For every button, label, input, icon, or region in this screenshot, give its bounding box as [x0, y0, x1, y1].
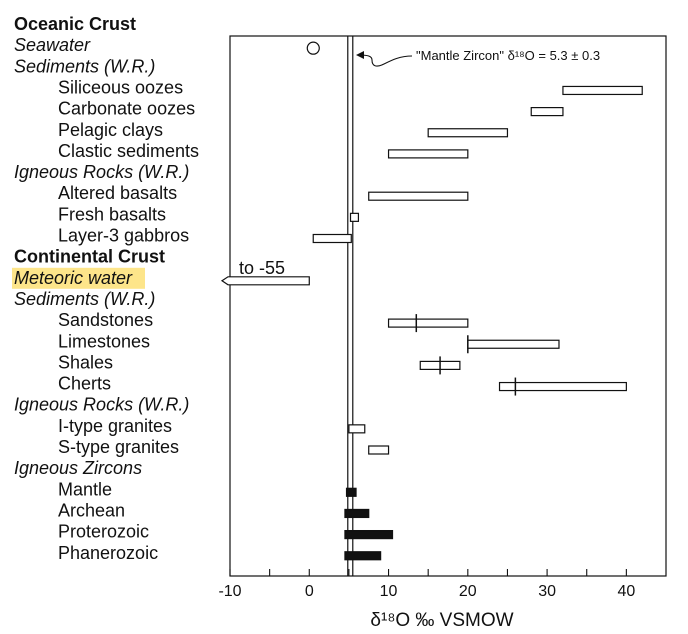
row-label-mantle: Mantle [58, 479, 112, 499]
range-bar-pelagic-clays [427, 128, 509, 138]
label-highlight [12, 267, 145, 289]
x-tick-label: 0 [305, 583, 314, 600]
range-bar-i-type-granites [348, 424, 366, 434]
x-tick-label: 40 [617, 583, 635, 600]
row-label-clastic-sediments: Clastic sediments [58, 141, 199, 161]
range-bar-layer-3-gabbros [312, 233, 352, 244]
x-tick-label: 20 [459, 583, 477, 600]
row-label-altered-basalts: Altered basalts [58, 183, 177, 203]
plot-frame [229, 35, 667, 577]
x-axis: -10 0 10 20 30 40 [218, 569, 635, 600]
x-tick-label: 30 [538, 583, 556, 600]
row-label-i-type-granites: I-type granites [58, 416, 172, 436]
annotation-leader-squiggle [357, 54, 413, 67]
range-bar-archean [344, 508, 370, 519]
row-label-phanerozoic: Phanerozoic [58, 543, 158, 563]
row-label-pelagic-clays: Pelagic clays [58, 120, 163, 140]
range-bar-sandstones [387, 318, 469, 328]
row-label-seawater: Seawater [14, 35, 91, 55]
range-bar-meteoric-water [220, 276, 310, 286]
row-label-siliceous-oozes: Siliceous oozes [58, 77, 183, 97]
range-bar-mantle [345, 487, 357, 497]
row-label-sandstones: Sandstones [58, 310, 153, 330]
row-label-igneous-rocks-w-r: Igneous Rocks (W.R.) [14, 162, 189, 182]
mantle-zircon-annotation: "Mantle Zircon" δ¹⁸O = 5.3 ± 0.3 [356, 48, 600, 67]
row-label-sediments-w-r: Sediments (W.R.) [14, 56, 155, 76]
row-label-meteoric-water: Meteoric water [14, 268, 133, 288]
row-label-carbonate-oozes: Carbonate oozes [58, 99, 195, 119]
row-label-shales: Shales [58, 352, 113, 372]
arrow-note-meteoric-water: to -55 [239, 258, 285, 278]
row-label-fresh-basalts: Fresh basalts [58, 204, 166, 224]
x-axis-label: δ¹⁸O ‰ VSMOW [370, 610, 513, 631]
range-bar-fresh-basalts [349, 212, 360, 222]
mantle-zircon-label: "Mantle Zircon" δ¹⁸O = 5.3 ± 0.3 [416, 48, 600, 63]
row-label-proterozoic: Proterozoic [58, 522, 149, 542]
row-label-layer-3-gabbros: Layer-3 gabbros [58, 226, 189, 246]
range-bar-limestones [467, 339, 560, 349]
range-bar-cherts [498, 381, 627, 392]
row-label-limestones: Limestones [58, 331, 150, 351]
range-bar-proterozoic [344, 529, 394, 540]
row-label-cherts: Cherts [58, 374, 111, 394]
range-bar-clastic-sediments [387, 149, 469, 159]
row-label-archean: Archean [58, 500, 125, 520]
point-seawater [306, 41, 320, 55]
x-tick-label: 10 [380, 583, 398, 600]
range-bars: to -55 [220, 41, 643, 561]
row-label-sediments-w-r: Sediments (W.R.) [14, 289, 155, 309]
row-label-igneous-rocks-w-r: Igneous Rocks (W.R.) [14, 395, 189, 415]
annotation-arrowhead [356, 51, 364, 59]
x-tick-label: -10 [218, 583, 241, 600]
mantle-zircon-reference-line [347, 36, 354, 576]
row-label-oceanic-crust: Oceanic Crust [14, 14, 136, 34]
range-bar-siliceous-oozes [562, 85, 643, 96]
row-label-s-type-granites: S-type granites [58, 437, 179, 457]
range-bar-phanerozoic [344, 551, 382, 561]
row-label-continental-crust: Continental Crust [14, 247, 165, 267]
range-bar-carbonate-oozes [530, 106, 564, 117]
row-label-igneous-zircons: Igneous Zircons [14, 458, 142, 478]
range-bar-s-type-granites [368, 445, 390, 455]
range-bar-altered-basalts [368, 191, 469, 201]
